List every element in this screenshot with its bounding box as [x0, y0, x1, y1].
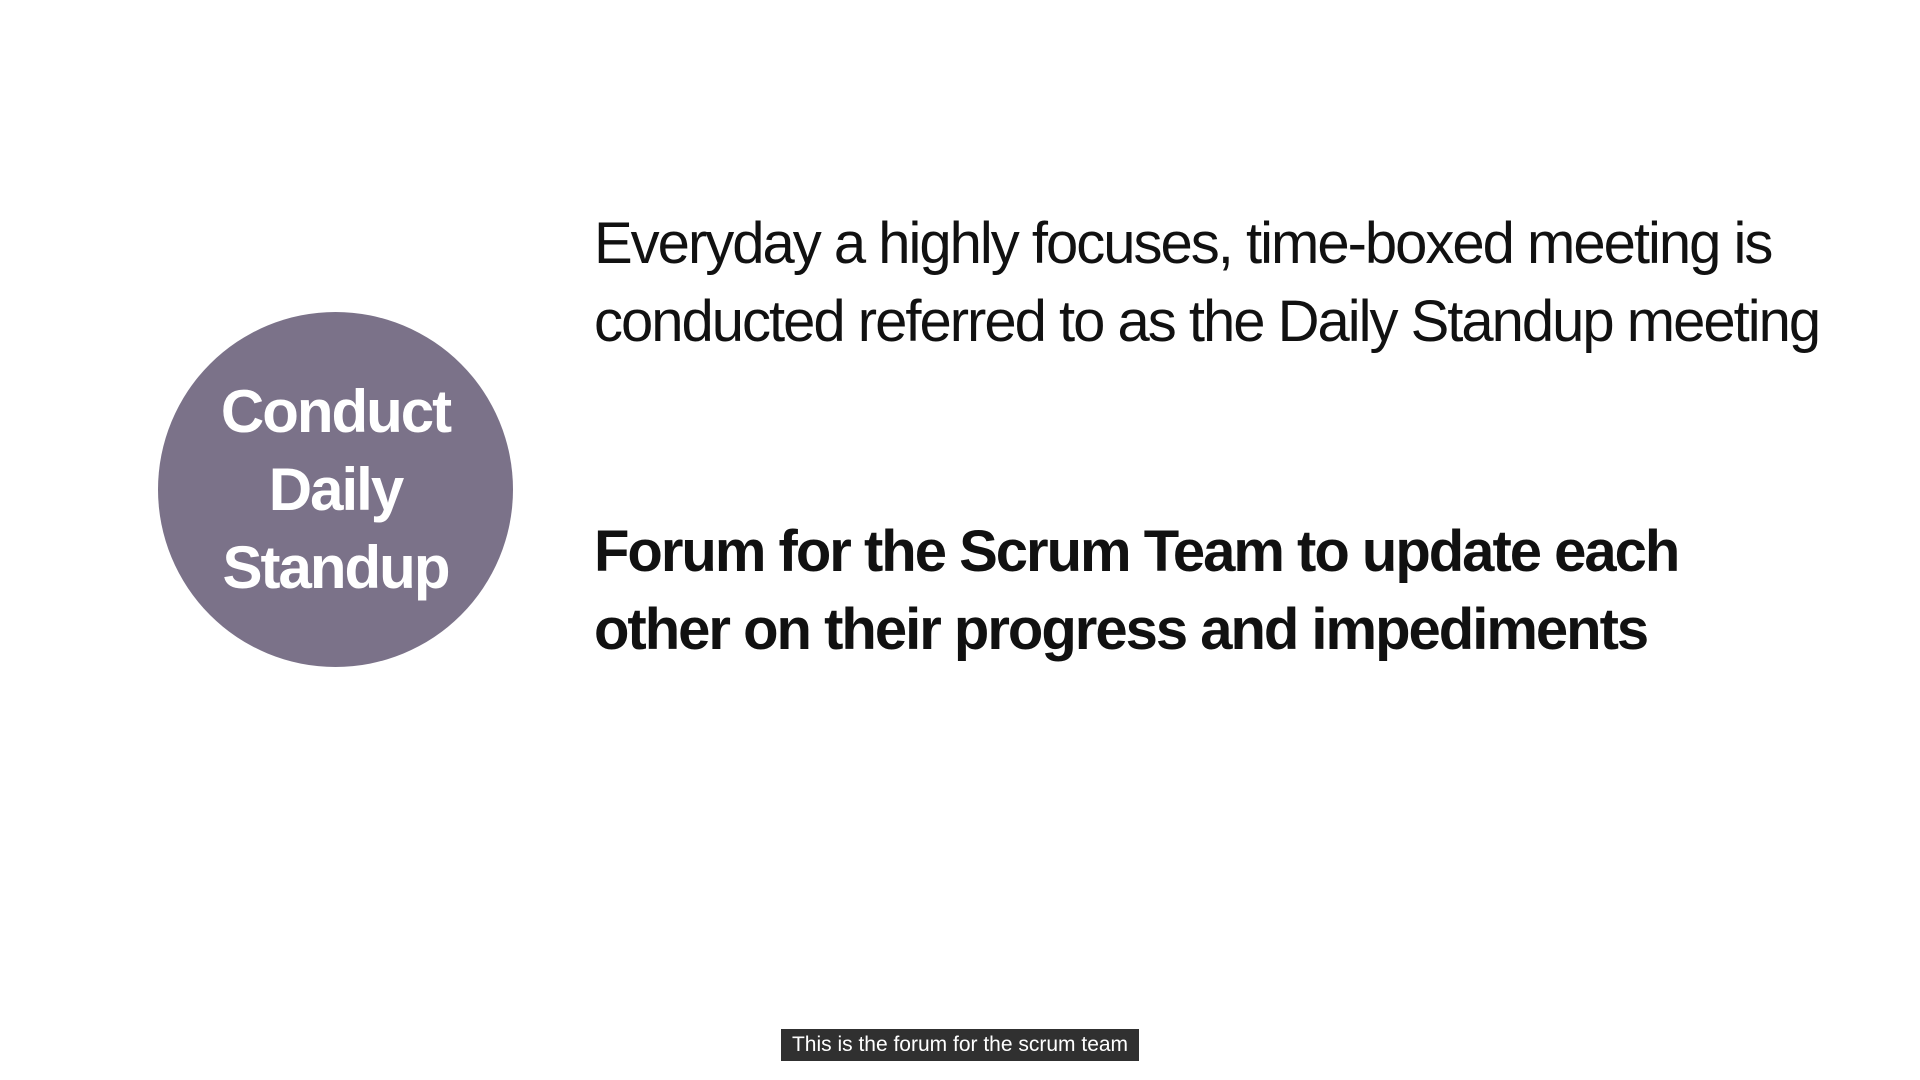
- forum-paragraph: Forum for the Scrum Team to update each …: [594, 519, 1680, 662]
- conduct-daily-standup-circle: Conduct Daily Standup: [158, 312, 513, 667]
- subtitle-bar: This is the forum for the scrum team: [0, 1029, 1920, 1061]
- subtitle-text: This is the forum for the scrum team: [780, 1029, 1140, 1061]
- description-paragraph: Everyday a highly focuses, time-boxed me…: [594, 211, 1821, 354]
- circle-label-line-2: Daily: [268, 455, 404, 523]
- circle-label-line-3: Standup: [222, 533, 451, 601]
- circle-label-line-1: Conduct: [220, 377, 452, 445]
